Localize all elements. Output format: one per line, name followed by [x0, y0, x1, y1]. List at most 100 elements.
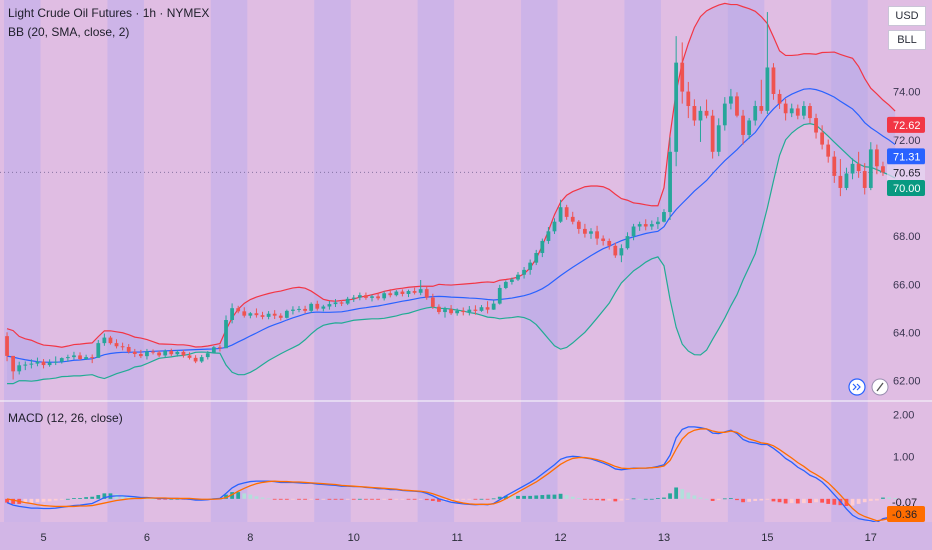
macd-indicator-label[interactable]: MACD (12, 26, close)	[8, 411, 123, 425]
candle	[570, 216, 575, 222]
candle	[96, 343, 101, 358]
macd-histogram-bar	[619, 498, 624, 501]
candle	[862, 171, 867, 188]
macd-histogram-bar	[351, 498, 356, 500]
macd-histogram-bar	[96, 495, 101, 499]
macd-histogram-bar	[868, 498, 873, 501]
candle	[199, 357, 204, 362]
macd-histogram-bar	[510, 495, 514, 499]
macd-tick-label: 1.00	[893, 452, 914, 464]
time-tick-label: 12	[554, 532, 566, 544]
candle	[284, 310, 289, 318]
macd-histogram-bar	[741, 498, 745, 503]
macd-histogram-bar	[826, 498, 831, 504]
macd-histogram-bar	[534, 495, 539, 499]
candle	[345, 298, 350, 304]
candle	[406, 291, 411, 294]
candle	[382, 293, 387, 299]
currency-button[interactable]: USD	[888, 6, 926, 26]
price-badge	[887, 148, 925, 165]
scroll-to-realtime-button[interactable]	[848, 378, 866, 396]
macd-histogram-bar	[497, 496, 502, 499]
candle	[17, 365, 22, 372]
candle	[467, 309, 472, 313]
macd-histogram-bar	[224, 494, 228, 499]
candle	[224, 320, 228, 349]
macd-histogram-bar	[893, 498, 898, 499]
macd-histogram-bar	[248, 494, 253, 499]
candle	[412, 291, 417, 293]
macd-histogram-bar	[576, 498, 581, 499]
candle	[814, 118, 818, 133]
macd-histogram-bar	[662, 497, 666, 499]
macd-histogram-bar	[753, 498, 758, 501]
macd-histogram-bar	[856, 498, 861, 504]
macd-badge-label: -0.07	[892, 497, 917, 509]
macd-histogram-bar	[303, 498, 307, 500]
candle	[254, 313, 259, 316]
macd-histogram-bar	[552, 494, 557, 499]
candle	[266, 313, 271, 317]
macd-histogram-bar	[260, 497, 265, 499]
macd-histogram-bar	[765, 498, 770, 500]
macd-tick-label: 2.00	[893, 410, 914, 422]
candle	[461, 310, 466, 313]
candle	[78, 355, 82, 360]
candle	[503, 281, 508, 288]
candle	[771, 67, 776, 94]
candle	[686, 91, 691, 107]
candle	[205, 353, 210, 358]
candle	[29, 363, 34, 365]
session-band	[210, 0, 248, 522]
session-band	[831, 0, 868, 522]
macd-histogram-bar	[777, 498, 782, 503]
macd-histogram-bar	[102, 493, 107, 499]
macd-histogram-bar	[291, 498, 295, 500]
macd-histogram-bar	[656, 498, 660, 499]
candle	[449, 309, 453, 314]
candle	[321, 306, 326, 309]
macd-histogram-bar	[364, 498, 368, 500]
bb-indicator-label[interactable]: BB (20, SMA, close, 2)	[8, 25, 130, 39]
macd-histogram-bar	[680, 489, 685, 499]
candle	[5, 336, 9, 356]
macd-histogram-bar	[242, 493, 247, 499]
candle	[656, 221, 660, 225]
session-band	[314, 0, 351, 522]
macd-histogram-bar	[284, 498, 289, 500]
candle	[589, 231, 593, 234]
price-tick-label: 72.00	[893, 135, 921, 147]
candle	[583, 228, 587, 234]
candle	[607, 240, 612, 246]
session-band	[727, 0, 765, 522]
price-tick-label: 66.00	[893, 279, 921, 291]
session-band	[624, 0, 661, 522]
macd-histogram-bar	[400, 498, 405, 500]
candle	[242, 311, 247, 316]
candle	[820, 132, 825, 145]
candle	[11, 355, 16, 372]
macd-histogram-bar	[35, 498, 40, 503]
candle	[510, 279, 514, 282]
candle	[795, 108, 800, 116]
macd-histogram-bar	[145, 498, 149, 500]
unit-button[interactable]: BLL	[888, 30, 926, 50]
macd-histogram-bar	[430, 498, 435, 501]
macd-histogram-bar	[643, 498, 648, 500]
candle	[102, 337, 107, 344]
macd-histogram-bar	[5, 498, 9, 503]
candle	[874, 149, 879, 167]
time-tick-label: 11	[451, 532, 462, 544]
macd-histogram-bar	[528, 495, 533, 499]
macd-histogram-bar	[169, 498, 174, 500]
price-badge	[887, 116, 925, 133]
candle	[357, 295, 362, 298]
macd-histogram-bar	[406, 498, 411, 500]
candle	[710, 115, 715, 152]
macd-histogram-bar	[795, 498, 800, 504]
price-tick-label: 74.00	[893, 87, 921, 99]
candle	[777, 93, 782, 104]
candle	[437, 306, 441, 313]
macd-badge	[887, 506, 925, 522]
